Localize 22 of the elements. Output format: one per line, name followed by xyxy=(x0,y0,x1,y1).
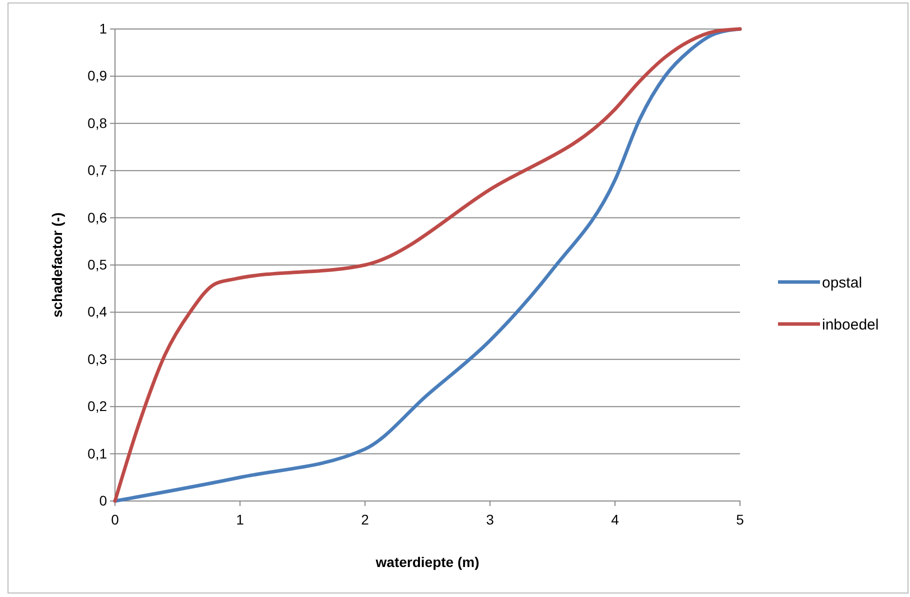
y-tick-label: 0,3 xyxy=(88,350,108,367)
x-tick-label: 2 xyxy=(361,511,370,528)
y-tick-label: 0,7 xyxy=(88,162,108,178)
y-tick-label: 0,4 xyxy=(88,304,108,320)
x-tick-label: 5 xyxy=(736,511,744,528)
y-tick-label: 0,2 xyxy=(88,398,108,414)
legend-label: inboedel xyxy=(822,316,879,334)
x-tick-label: 4 xyxy=(611,511,620,528)
x-tick-label: 1 xyxy=(236,511,244,528)
x-tick-label: 3 xyxy=(486,511,494,528)
y-tick-label: 0,8 xyxy=(88,114,108,131)
legend-label: opstal xyxy=(822,274,862,292)
y-tick-label: 0,5 xyxy=(88,256,108,272)
y-tick-label: 1 xyxy=(99,20,108,36)
y-tick-label: 0,1 xyxy=(88,445,108,462)
x-tick-label: 0 xyxy=(111,511,120,528)
y-tick-label: 0,6 xyxy=(88,209,108,226)
x-axis-title: waterdiepte (m) xyxy=(374,554,480,570)
y-axis-title: schadefactor (-) xyxy=(49,212,65,318)
y-tick-label: 0,9 xyxy=(88,68,108,84)
y-tick-label: 0 xyxy=(99,492,108,508)
line-series xyxy=(113,27,742,503)
